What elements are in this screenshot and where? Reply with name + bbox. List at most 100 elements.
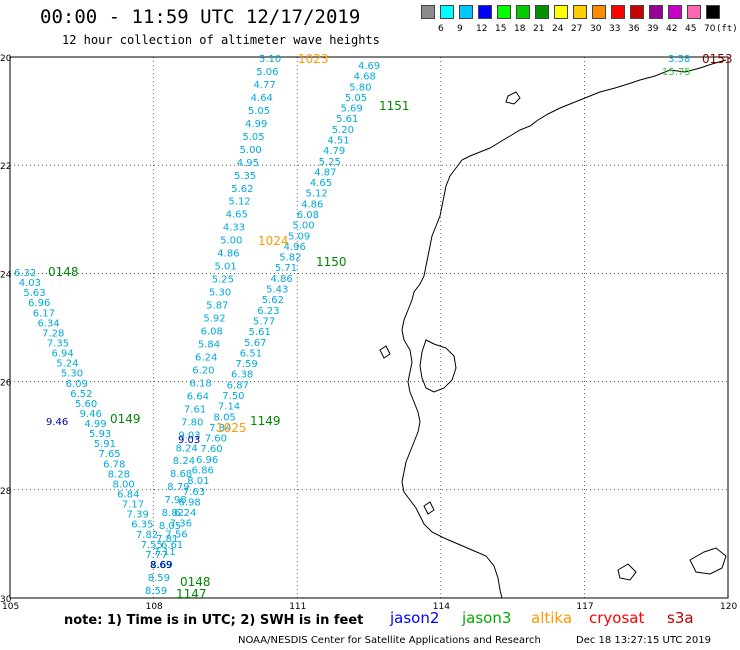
wave-height-value: 8.69 xyxy=(150,560,172,571)
wave-height-value: 5.24 xyxy=(56,359,78,370)
wave-height-value: 6.78 xyxy=(103,459,125,470)
legend-swatch xyxy=(668,5,682,19)
wave-height-value: 5.80 xyxy=(349,82,371,93)
legend-swatch xyxy=(687,5,701,19)
legend-swatch xyxy=(630,5,644,19)
wave-height-value: 7.55 xyxy=(141,540,163,551)
satellite-jason2: jason2 xyxy=(390,609,440,627)
wave-height-value: 7.81 xyxy=(156,534,178,545)
wave-height-value: 6.94 xyxy=(52,349,74,360)
wave-height-value: 8.79 xyxy=(167,482,189,493)
legend-level: 27 xyxy=(571,24,583,34)
wave-height-value: 7.65 xyxy=(98,449,120,460)
wave-height-value: 7.77 xyxy=(145,550,167,561)
lon-tick-label: 114 xyxy=(433,602,450,612)
wave-height-value: 9.46 xyxy=(80,409,102,420)
wave-height-value: 3.58 xyxy=(668,54,690,65)
legend-level: 33 xyxy=(609,24,621,34)
island xyxy=(423,501,435,515)
wave-height-value: 7.11 xyxy=(153,547,175,558)
wave-height-value: 4.99 xyxy=(84,419,106,430)
lon-tick-label: 117 xyxy=(576,602,593,612)
wave-height-value: 6.24 xyxy=(195,352,217,363)
wave-height-value: 4.95 xyxy=(237,158,259,169)
wave-height-value: 5.62 xyxy=(262,295,284,306)
lat-tick-label: 22 xyxy=(0,162,11,172)
wave-height-value: 6.20 xyxy=(192,365,214,376)
wave-height-value: 7.98 xyxy=(164,495,186,506)
pass-time-label: 0153 xyxy=(702,52,733,66)
island xyxy=(379,345,391,359)
wave-height-value: 5.61 xyxy=(336,114,358,125)
wave-height-value: 6.87 xyxy=(227,380,249,391)
wave-height-value: 7.39 xyxy=(127,510,149,521)
wave-height-value: 5.25 xyxy=(319,157,341,168)
pass-time-label: 1025 xyxy=(216,421,247,435)
pass-time-label: 1151 xyxy=(379,99,410,113)
wave-height-value: 5.20 xyxy=(332,125,354,136)
footer-credit: NOAA/NESDIS Center for Satellite Applica… xyxy=(238,635,541,646)
pass-time-label: 0148 xyxy=(180,575,211,589)
wave-height-value: 6.52 xyxy=(70,389,92,400)
wave-height-value: 8.59 xyxy=(148,573,170,584)
legend-swatch xyxy=(611,5,625,19)
wave-height-value: 5.71 xyxy=(275,263,297,274)
wave-height-value: 7.60 xyxy=(205,434,227,445)
wave-height-value: 8.68 xyxy=(170,469,192,480)
lat-tick-label: 24 xyxy=(0,270,12,280)
lat-tick-label: 20 xyxy=(0,54,12,64)
wave-height-value: 5.77 xyxy=(253,316,275,327)
lon-tick-label: 111 xyxy=(289,602,306,612)
wave-height-value: 4.87 xyxy=(314,167,336,178)
wave-height-value: 7.14 xyxy=(218,402,240,413)
wave-height-value: 5.05 xyxy=(345,93,367,104)
wave-height-value: 6.61 xyxy=(161,540,183,551)
wave-height-value: 5.62 xyxy=(231,184,253,195)
page-title: 00:00 - 11:59 UTC 12/17/2019 xyxy=(40,6,361,28)
satellite-s3a: s3a xyxy=(667,609,694,627)
wave-height-value: 5.93 xyxy=(89,429,111,440)
wave-height-value: 9.03 xyxy=(178,435,200,446)
pass-time-label: 1147 xyxy=(176,587,207,601)
island xyxy=(505,91,521,105)
footnote: note: 1) Time is in UTC; 2) SWH is in fe… xyxy=(64,613,364,628)
legend-level: 24 xyxy=(552,24,564,34)
wave-height-value: 5.67 xyxy=(244,338,266,349)
wave-height-value: 6.34 xyxy=(37,318,59,329)
wave-height-value: 5.60 xyxy=(75,399,97,410)
wave-height-value: 6.98 xyxy=(179,497,201,508)
wave-height-value: 4.69 xyxy=(358,61,380,72)
wave-height-value: 8.24 xyxy=(176,443,198,454)
wave-height-value: 8.69 xyxy=(151,560,173,571)
wave-height-value: 5.05 xyxy=(242,132,264,143)
wave-height-value: 8.05 xyxy=(159,521,181,532)
wave-height-value: 6.17 xyxy=(33,308,55,319)
track-a-values: 5.10 5.06 4.77 4.64 5.05 4.99 5.05 5.00 4.95 5.35… xyxy=(145,54,281,597)
wave-height-value: 5.00 xyxy=(292,221,314,232)
wave-height-value: 8.01 xyxy=(187,476,209,487)
legend-swatch xyxy=(459,5,473,19)
lat-tick-label: 28 xyxy=(0,487,12,497)
legend-unit: (ft) xyxy=(716,24,738,34)
legend-level: 30 xyxy=(590,24,602,34)
legend-swatch xyxy=(592,5,606,19)
satellite-cryosat: cryosat xyxy=(589,609,645,627)
wave-height-value: 6.86 xyxy=(192,465,214,476)
wave-height-value: 6.64 xyxy=(187,391,209,402)
wave-height-value: 5.09 xyxy=(288,231,310,242)
legend-swatch xyxy=(440,5,454,19)
wave-height-value: 8.00 xyxy=(112,479,134,490)
legend-level: 6 xyxy=(438,24,444,34)
wave-height-value: 6.08 xyxy=(201,326,223,337)
wave-height-value: 6.96 xyxy=(28,298,50,309)
wave-height-value: 8.59 xyxy=(145,586,167,597)
wave-height-value: 4.68 xyxy=(354,72,376,83)
footer-timestamp: Dec 18 13:27:15 UTC 2019 xyxy=(576,635,711,646)
wave-height-value: 7.63 xyxy=(183,487,205,498)
legend-level: 45 xyxy=(685,24,697,34)
wave-height-value: 6.09 xyxy=(66,379,88,390)
lon-tick-label: 120 xyxy=(720,602,737,612)
legend-level: 21 xyxy=(533,24,545,34)
